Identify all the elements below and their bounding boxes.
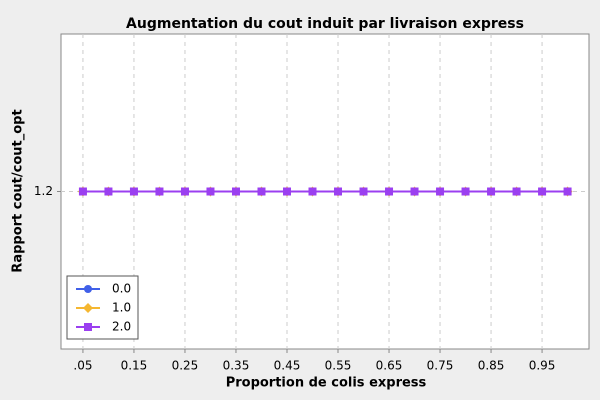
marker: [563, 187, 572, 196]
marker: [538, 187, 547, 196]
chart-title: Augmentation du cout induit par livraiso…: [126, 16, 524, 32]
x-tick-label: 0.75: [427, 359, 454, 373]
marker: [84, 285, 92, 293]
legend-label: 0.0: [112, 282, 131, 296]
legend-label: 2.0: [112, 320, 131, 334]
x-axis-label: Proportion de colis express: [226, 376, 427, 391]
marker: [359, 187, 368, 196]
marker: [206, 187, 215, 196]
marker: [334, 187, 343, 196]
x-tick-label: 0.65: [376, 359, 403, 373]
marker: [78, 187, 87, 196]
y-tick-label: 1.2: [34, 184, 53, 198]
x-tick-label: 0.25: [172, 359, 199, 373]
marker: [83, 303, 93, 313]
x-tick-label: .05: [73, 359, 92, 373]
x-tick-label: 0.35: [223, 359, 250, 373]
marker: [512, 187, 521, 196]
x-tick-label: 0.85: [478, 359, 505, 373]
x-tick-label: 0.95: [529, 359, 556, 373]
legend-label: 1.0: [112, 301, 131, 315]
marker: [461, 187, 470, 196]
marker: [231, 187, 240, 196]
marker: [385, 187, 394, 196]
marker: [155, 187, 164, 196]
marker: [487, 187, 496, 196]
x-tick-label: 0.15: [121, 359, 148, 373]
marker: [308, 187, 317, 196]
marker: [104, 187, 113, 196]
x-tick-label: 0.45: [274, 359, 301, 373]
marker: [129, 187, 138, 196]
legend: 0.0 1.0 2.0: [66, 275, 139, 340]
y-axis-label: Rapport cout/cout_opt: [11, 109, 26, 272]
marker: [180, 187, 189, 196]
marker: [257, 187, 266, 196]
marker: [84, 323, 92, 331]
marker: [410, 187, 419, 196]
marker: [282, 187, 291, 196]
marker: [436, 187, 445, 196]
x-tick-label: 0.55: [325, 359, 352, 373]
